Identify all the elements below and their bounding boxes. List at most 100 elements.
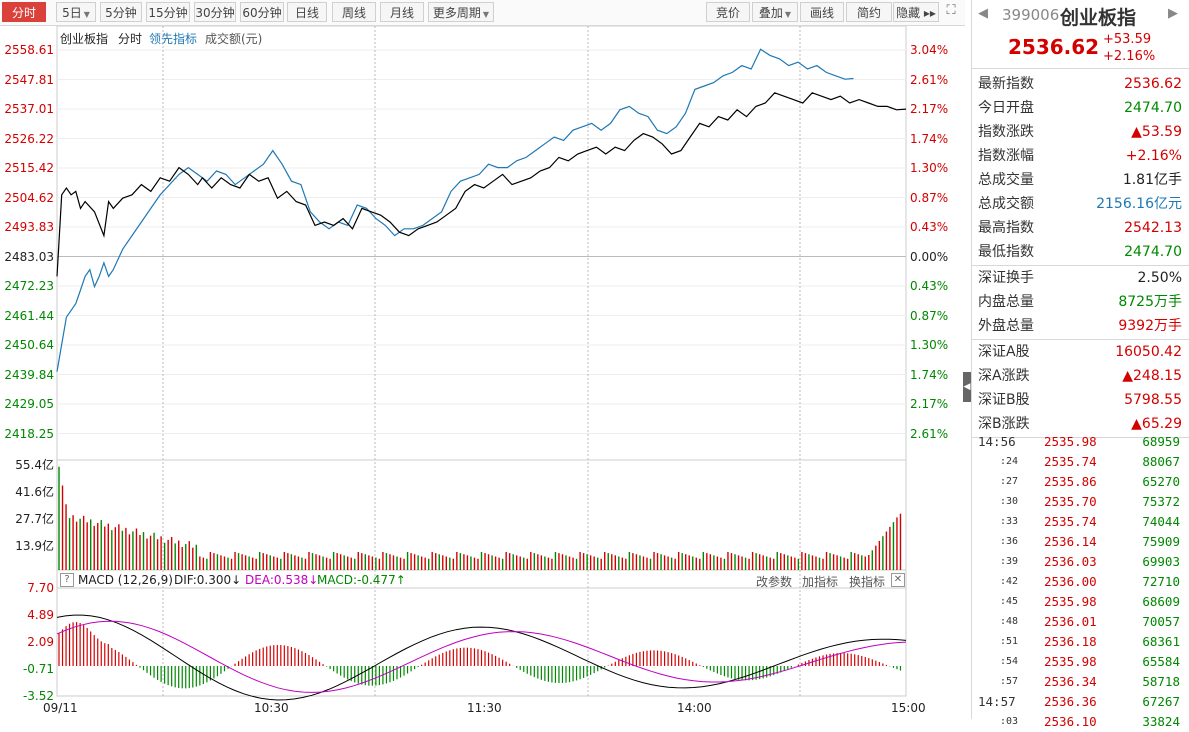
- tick-time: :54: [1000, 656, 1019, 667]
- price-tick-label: 2504.62: [4, 190, 54, 205]
- tick-time: :33: [1000, 516, 1019, 527]
- volume-tick-label: 41.6亿: [15, 485, 54, 499]
- tool-button-0[interactable]: 竞价: [706, 2, 750, 22]
- period-tab-7[interactable]: 周线: [332, 2, 376, 22]
- period-tab-3[interactable]: 15分钟: [146, 2, 190, 22]
- stat-value: 1.81亿手: [1122, 172, 1182, 188]
- tick-time: :57: [1000, 676, 1019, 687]
- time-tick-label: 15:00: [891, 701, 926, 715]
- tool-button-1[interactable]: 叠加 ▼: [752, 2, 798, 22]
- volume-tick-label: 27.7亿: [15, 512, 54, 526]
- pct-tick-label: 2.17%: [910, 397, 949, 411]
- help-icon[interactable]: ?: [60, 573, 74, 587]
- tool-button-4[interactable]: 隐藏 ▸▸: [893, 2, 939, 22]
- stat-label: 外盘总量: [978, 318, 1034, 334]
- stat-label: 今日开盘: [978, 100, 1034, 116]
- stat-label: 最新指数: [978, 76, 1034, 92]
- tick-price: 2535.74: [1044, 514, 1097, 529]
- tick-row: :48 2536.01 70057: [972, 612, 1189, 632]
- tick-time: 14:56: [978, 434, 1016, 449]
- tick-price: 2535.98: [1044, 654, 1097, 669]
- pct-tick-label: 1.30%: [910, 161, 949, 175]
- tick-price: 2536.14: [1044, 534, 1097, 549]
- tick-time: :51: [1000, 636, 1019, 647]
- stat-value: 2536.62: [1124, 76, 1182, 92]
- period-toolbar: 分时 5日 ▼ 5分钟 15分钟 30分钟 60分钟 日线 周线 月线 更多周期 ▼ 竞价 叠加 ▼ 画线 简约…: [0, 0, 965, 26]
- tick-time: :39: [1000, 556, 1019, 567]
- stat-value: 5798.55: [1124, 392, 1182, 408]
- collapse-panel-handle[interactable]: ◀: [963, 372, 971, 402]
- switch-indicator-link[interactable]: 换指标: [849, 575, 886, 589]
- price-tick-label: 2450.64: [4, 338, 54, 352]
- tick-volume: 65270: [1142, 474, 1180, 489]
- stat-value: 9392万手: [1118, 318, 1182, 334]
- price-change: +53.59: [1103, 32, 1152, 47]
- stat-value: 2156.16亿元: [1096, 196, 1182, 212]
- add-indicator-link[interactable]: 加指标: [802, 575, 839, 589]
- next-arrow-icon[interactable]: ▶: [1168, 6, 1178, 21]
- period-tab-9[interactable]: 更多周期 ▼: [428, 2, 494, 22]
- tick-row: :57 2536.34 58718: [972, 672, 1189, 692]
- tick-price: 2536.01: [1044, 614, 1097, 629]
- macd-dea-line: [56, 620, 907, 693]
- fullscreen-icon[interactable]: ⛶: [946, 3, 956, 18]
- stat-label: 深证A股: [978, 344, 1030, 360]
- pct-tick-label: 1.74%: [910, 131, 949, 146]
- tick-volume: 69903: [1142, 554, 1180, 569]
- modify-params-link[interactable]: 改参数: [756, 575, 793, 589]
- period-tab-2[interactable]: 5分钟: [100, 2, 142, 22]
- stat-value: ▲65.29: [1131, 416, 1182, 432]
- macd-tick-label: -0.71: [22, 662, 54, 676]
- tick-volume: 67267: [1142, 694, 1180, 709]
- stat-value: ▲53.59: [1131, 124, 1182, 140]
- tick-price: 2535.86: [1044, 474, 1097, 489]
- period-tab-0[interactable]: 分时: [2, 2, 46, 22]
- tick-row: :33 2535.74 74044: [972, 512, 1189, 532]
- period-tab-6[interactable]: 日线: [287, 2, 327, 22]
- pct-tick-label: 2.61%: [910, 426, 949, 441]
- time-tick-label: 11:30: [467, 701, 502, 715]
- tool-button-3[interactable]: 简约: [846, 2, 892, 22]
- tool-button-2[interactable]: 画线: [800, 2, 844, 22]
- index-name-label: 创业板指: [60, 32, 109, 46]
- stat-value: 2474.70: [1124, 100, 1182, 116]
- close-icon[interactable]: ✕: [891, 573, 905, 587]
- pct-tick-label: 2.61%: [910, 72, 949, 87]
- stat-value: 2542.13: [1124, 220, 1182, 236]
- period-tab-4[interactable]: 30分钟: [194, 2, 236, 22]
- volume-tick-label: 13.9亿: [15, 539, 54, 553]
- stat-row: 深证B股 5798.55: [972, 388, 1189, 412]
- stat-row: 最新指数 2536.62: [972, 72, 1189, 96]
- volume-tick-label: 55.4亿: [15, 458, 54, 472]
- tick-price: 2536.10: [1044, 714, 1097, 729]
- macd-title: MACD (12,26,9): [78, 573, 173, 587]
- tick-time: :36: [1000, 536, 1019, 547]
- tick-time: :42: [1000, 576, 1019, 587]
- intraday-chart[interactable]: 创业板指 分时 领先指标 成交额(元) 2558.61 2547.81 2537.0…: [0, 26, 965, 719]
- stat-row: 深证换手 2.50%: [972, 266, 1189, 290]
- macd-tick-label: 4.89: [27, 608, 54, 622]
- stat-value: 8725万手: [1118, 294, 1182, 310]
- tick-row: :42 2536.00 72710: [972, 572, 1189, 592]
- tick-row: :39 2536.03 69903: [972, 552, 1189, 572]
- tick-row: 14:57 2536.36 67267: [972, 692, 1189, 712]
- prev-arrow-icon[interactable]: ◀: [978, 6, 988, 21]
- period-tab-5[interactable]: 60分钟: [240, 2, 284, 22]
- macd-tick-label: 2.09: [27, 635, 54, 649]
- stat-row: 深B涨跌 ▲65.29: [972, 412, 1189, 436]
- tick-row: :36 2536.14 75909: [972, 532, 1189, 552]
- price-tick-label: 2493.83: [4, 220, 54, 234]
- period-tab-1[interactable]: 5日 ▼: [56, 2, 96, 22]
- index-name: 创业板指: [1060, 7, 1137, 29]
- tick-time: :03: [1000, 716, 1019, 727]
- tick-volume: 33824: [1142, 714, 1180, 729]
- tick-row: :54 2535.98 65584: [972, 652, 1189, 672]
- tick-row: :24 2535.74 88067: [972, 452, 1189, 472]
- period-tab-8[interactable]: 月线: [380, 2, 424, 22]
- tick-time: :48: [1000, 616, 1019, 627]
- macd-tick-label: 7.70: [27, 581, 54, 595]
- lead-indicator-label: 领先指标: [149, 32, 198, 46]
- stat-row: 内盘总量 8725万手: [972, 290, 1189, 314]
- price-tick-label: 2537.01: [4, 102, 54, 116]
- quote-panel: ◀ 399006 创业板指 ▶ 2536.62 +53.59 +2.16% 最新…: [971, 0, 1189, 729]
